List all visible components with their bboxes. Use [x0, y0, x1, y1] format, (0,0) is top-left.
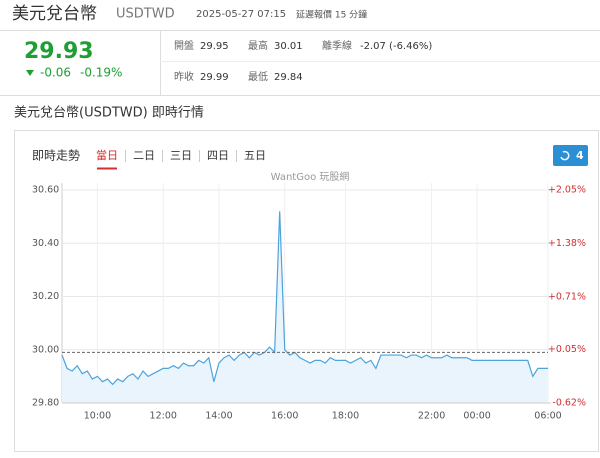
title: 美元兌台幣 [12, 4, 97, 24]
y-tick-label: 30.60 [32, 185, 59, 196]
chart-label: 即時走勢 [32, 148, 80, 163]
stat-label: 最低 [248, 70, 268, 83]
tabs: 當日 二日 三日 四日 五日 [96, 149, 266, 170]
stat-label: 昨收 [174, 70, 194, 83]
datetime: 2025-05-27 07:15 [196, 9, 286, 20]
delay-note: 延遲報價 15 分鐘 [296, 9, 367, 21]
stat-value: -2.07 (-6.46%) [360, 41, 432, 52]
stat-label: 最高 [248, 39, 268, 52]
plot: 29.80 30.00 30.20 30.40 30.60 -0.62% +0.05% +0.… [32, 183, 586, 422]
down-arrow [26, 70, 34, 76]
area [62, 211, 548, 403]
stat-label: 離季線 [322, 39, 352, 52]
price: 29.93 [24, 39, 94, 64]
x-tick-label: 16:00 [271, 411, 298, 422]
change: -0.06 [40, 66, 71, 80]
stat-value: 30.01 [274, 41, 303, 52]
y2-tick-label: +2.05% [548, 185, 586, 196]
x-tick-label: 00:00 [463, 411, 490, 422]
refresh-icon [560, 150, 570, 161]
stat-label: 開盤 [174, 39, 194, 52]
x-tick-label: 12:00 [150, 411, 177, 422]
line [61, 211, 548, 386]
y2-tick-label: -0.62% [552, 398, 586, 409]
stat-value: 29.95 [200, 41, 229, 52]
y2-tick-label: +0.05% [548, 344, 586, 355]
y-tick-label: 29.80 [32, 398, 59, 409]
y2-tick-label: +0.71% [548, 291, 586, 302]
stat-value: 29.99 [200, 72, 229, 83]
section-title: 美元兌台幣(USDTWD) 即時行情 [14, 106, 204, 121]
tab[interactable]: 四日 [207, 149, 229, 162]
tab[interactable]: 五日 [244, 149, 266, 162]
x-tick-label: 18:00 [332, 411, 359, 422]
x-tick-label: 10:00 [84, 411, 111, 422]
y2-tick-label: +1.38% [548, 238, 586, 249]
y-tick-label: 30.20 [32, 291, 59, 302]
refresh-button[interactable] [553, 145, 588, 166]
stats: 開盤 29.95 最高 30.01 離季線 -2.07 (-6.46%) 昨收 29.99 最低… [174, 39, 432, 83]
y-tick-label: 30.40 [32, 238, 59, 249]
y-tick-label: 30.00 [32, 344, 59, 355]
tab[interactable]: 二日 [133, 149, 155, 162]
x-tick-label: 14:00 [205, 411, 232, 422]
refresh-count[interactable]: 4 [576, 149, 584, 162]
x-tick-label: 06:00 [534, 411, 561, 422]
tab[interactable]: 當日 [96, 149, 118, 162]
chart-panel [14, 130, 599, 452]
tab[interactable]: 三日 [170, 149, 192, 162]
watermark: WantGoo 玩股網 [271, 170, 350, 183]
symbol: USDTWD [116, 7, 175, 22]
change-pct: -0.19% [80, 66, 122, 80]
x-tick-label: 22:00 [418, 411, 445, 422]
stat-value: 29.84 [274, 72, 303, 83]
